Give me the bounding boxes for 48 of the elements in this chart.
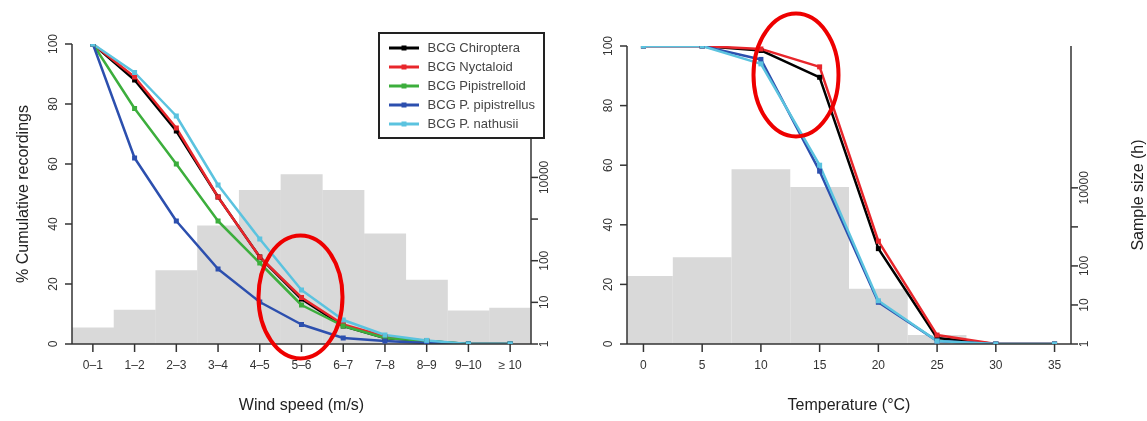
x-tick-label: 5 — [698, 357, 706, 372]
x-tick-label: 6–7 — [333, 357, 354, 372]
x-tick-label: 0 — [640, 357, 648, 372]
x-tick-label: 0–1 — [82, 357, 104, 372]
x-axis-title: Temperature (°C) — [787, 396, 911, 413]
y-tick-label: 40 — [46, 217, 60, 231]
x-tick-label: 30 — [989, 357, 1003, 372]
y2-tick-label: 10 — [1077, 297, 1091, 312]
legend-label: BCG Chiroptera — [427, 39, 521, 57]
x-tick-label: 3–4 — [208, 357, 229, 372]
y-tick-label: 100 — [46, 33, 60, 55]
x-tick-label: 7–8 — [374, 357, 396, 372]
y-axis-title: % Cumulative recordings — [13, 105, 31, 283]
y2-tick-label: 10 — [537, 295, 551, 310]
x-tick-label: 10 — [754, 357, 768, 372]
y-tick-label: 0 — [46, 340, 60, 348]
y-tick-label: 60 — [46, 157, 60, 171]
y-tick-label: 80 — [601, 98, 615, 113]
x-tick-label: 9–10 — [455, 357, 483, 372]
y2-tick-label: 10000 — [537, 160, 551, 195]
x-tick-label: ≥ 10 — [498, 357, 523, 372]
y-tick-label: 20 — [46, 277, 60, 291]
y-tick-label: 40 — [601, 217, 615, 232]
legend-label: BCG Nyctaloid — [427, 58, 513, 76]
x-tick-label: 15 — [812, 357, 827, 372]
y2-tick-label: 100 — [1077, 255, 1091, 276]
x-tick-label: 25 — [930, 357, 945, 372]
y2-axis-title: Sample size (h) — [1128, 139, 1146, 251]
y2-tick-label: 1 — [537, 340, 551, 348]
legend-label: BCG Pipistrelloid — [427, 77, 526, 95]
x-tick-label: 20 — [871, 357, 886, 372]
legend-label: BCG P. pipistrellus — [427, 96, 535, 114]
y2-tick-label: 10000 — [1077, 170, 1091, 205]
x-tick-label: 1–2 — [124, 357, 145, 372]
x-tick-label: 35 — [1047, 357, 1062, 372]
y-tick-label: 0 — [601, 340, 615, 348]
y-tick-label: 100 — [601, 35, 615, 57]
legend-label: BCG P. nathusii — [427, 115, 519, 133]
y-tick-label: 60 — [601, 158, 615, 172]
x-tick-label: 2–3 — [166, 357, 187, 372]
y2-tick-label: 100 — [537, 250, 551, 271]
x-axis-title: Wind speed (m/s) — [238, 396, 365, 413]
y-tick-label: 80 — [46, 97, 60, 111]
y2-tick-label: 1 — [1077, 340, 1091, 348]
x-tick-label: 8–9 — [416, 357, 438, 372]
y-tick-label: 20 — [601, 277, 615, 292]
x-tick-label: 5–6 — [291, 357, 312, 372]
x-tick-label: 4–5 — [249, 357, 271, 372]
